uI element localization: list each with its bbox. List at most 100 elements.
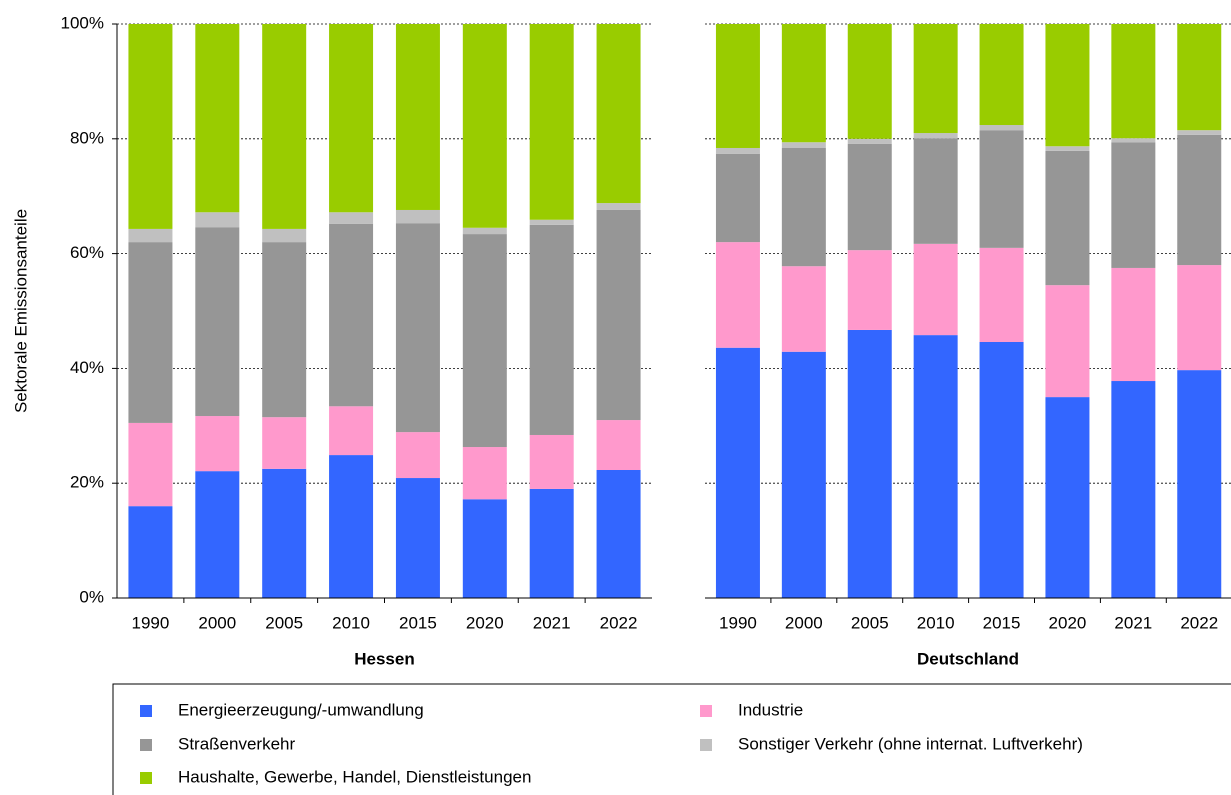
bar-segment [195,227,240,417]
legend-label: Straßenverkehr [178,734,295,753]
bar-segment [462,447,507,500]
x-tick-label: 2022 [1180,613,1218,632]
bar-segment [262,468,307,598]
bar-segment [128,242,173,423]
bar-segment [847,329,892,598]
bar-segment [715,242,760,348]
bar-segment [1111,267,1156,382]
bar-segment [462,499,507,598]
bar-segment [715,347,760,598]
bar-segment [329,406,374,456]
bar-segment [395,24,440,210]
bar-segment [715,147,760,154]
x-tick-label: 1990 [719,613,757,632]
bar-segment [781,351,826,598]
x-axis-title: Hessen [354,649,414,668]
bar-segment [395,432,440,479]
bar-segment [1177,24,1222,131]
bar-segment [262,417,307,469]
legend-label: Haushalte, Gewerbe, Handel, Dienstleistu… [178,767,531,786]
x-axis-title: Deutschland [917,649,1019,668]
bar-segment [529,224,574,435]
bar-segment [529,488,574,598]
bar-segment [529,24,574,220]
legend-swatch [700,705,712,717]
bar-segment [913,133,958,139]
bar-segment [913,243,958,336]
bar-segment [195,24,240,213]
x-tick-label: 2000 [198,613,236,632]
bar-segment [1045,285,1090,398]
y-tick-label: 80% [70,128,104,147]
y-tick-label: 20% [70,473,104,492]
bar-segment [128,228,173,243]
bar-segment [262,228,307,243]
x-tick-label: 2005 [265,613,303,632]
bar-segment [781,24,826,143]
bar-segment [329,212,374,224]
legend-label: Sonstiger Verkehr (ohne internat. Luftve… [738,734,1083,753]
bar-segment [329,455,374,598]
bar-segment [128,24,173,229]
x-tick-label: 2022 [600,613,638,632]
bar-segment [913,335,958,598]
legend-box [112,683,1231,795]
x-tick-label: 2015 [399,613,437,632]
y-tick-label: 60% [70,243,104,262]
x-tick-label: 2010 [332,613,370,632]
legend-label: Energieerzeugung/-umwandlung [178,700,424,719]
bar-segment [1177,265,1222,371]
bar-segment [195,212,240,228]
bar-segment [715,24,760,148]
legend-swatch [140,772,152,784]
x-tick-label: 2021 [1114,613,1152,632]
bar-segment [979,24,1024,126]
bar-segment [529,434,574,489]
bar-segment [1111,381,1156,598]
x-tick-label: 2010 [917,613,955,632]
bar-segment [395,478,440,598]
bar-segment [329,223,374,407]
bar-segment [979,130,1024,248]
bar-segment [596,203,641,210]
bar-segment [329,24,374,213]
bar-segment [913,138,958,244]
x-tick-label: 2000 [785,613,823,632]
bar-segment [596,420,641,470]
bar-segment [979,247,1024,342]
bar-segment [847,250,892,330]
bar-segment [781,142,826,148]
bar-segment [462,227,507,235]
bar-segment [262,24,307,229]
bar-segment [979,125,1024,131]
bar-segment [1045,146,1090,151]
x-tick-label: 2020 [466,613,504,632]
legend-swatch [140,739,152,751]
y-tick-label: 40% [70,358,104,377]
bar-segment [1177,130,1222,135]
x-tick-label: 2021 [533,613,571,632]
bar-segment [847,24,892,139]
bar-segment [1045,397,1090,598]
bar-segment [1111,142,1156,268]
bar-segment [1111,138,1156,143]
x-tick-label: 2020 [1049,613,1087,632]
x-tick-label: 2015 [983,613,1021,632]
bar-segment [596,24,641,204]
legend-label: Industrie [738,700,803,719]
x-tick-label: 1990 [132,613,170,632]
bar-segment [781,266,826,352]
bar-segment [395,209,440,224]
bar-segment [913,24,958,134]
bar-segment [195,471,240,598]
bar-segment [462,24,507,228]
x-tick-label: 2005 [851,613,889,632]
y-tick-label: 100% [61,13,104,32]
bar-segment [395,223,440,433]
bar-segment [1045,150,1090,286]
legend-swatch [700,739,712,751]
bar-segment [1177,134,1222,266]
bar-segment [195,416,240,472]
y-tick-label: 0% [79,587,104,606]
